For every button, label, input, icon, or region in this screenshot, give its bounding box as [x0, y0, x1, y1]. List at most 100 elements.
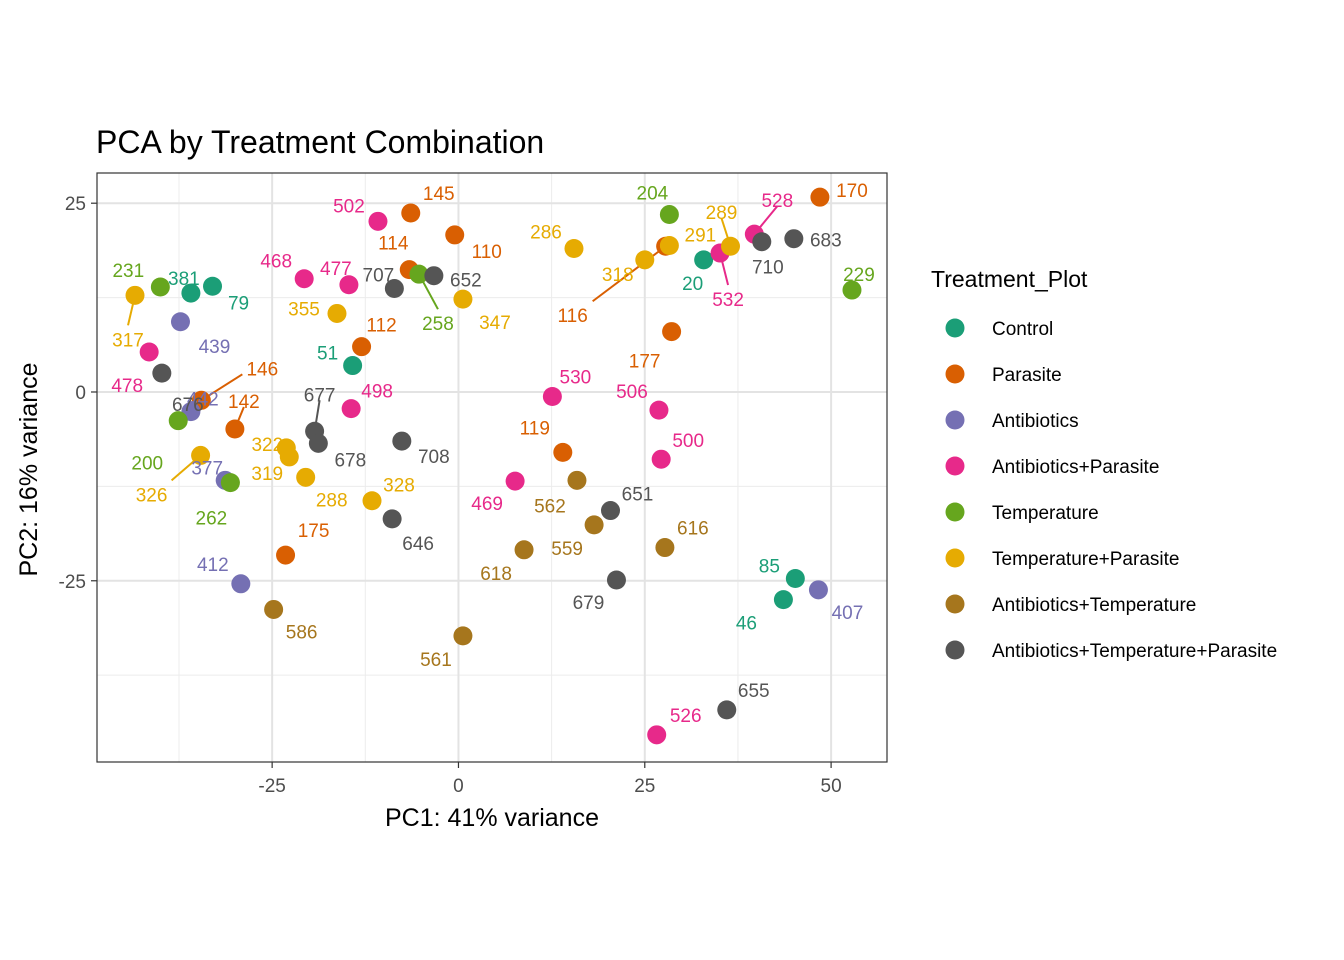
panel-border — [96, 172, 888, 763]
point-antibiotics-temperature-parasite — [606, 570, 626, 590]
point-label: 562 — [534, 496, 566, 517]
point-antibiotics-temperature-parasite — [308, 433, 328, 453]
point-label: 46 — [736, 614, 757, 635]
point-label: 142 — [228, 392, 260, 413]
point-label: 655 — [738, 681, 770, 702]
point-antibiotics-parasite — [368, 211, 388, 231]
point-temperature — [168, 411, 188, 431]
point-label: 707 — [363, 266, 395, 287]
point-label: 114 — [378, 234, 409, 255]
point-label: 618 — [480, 564, 512, 585]
point-label: 708 — [418, 447, 450, 468]
point-antibiotics-temperature — [264, 599, 284, 619]
point-label: 532 — [712, 290, 744, 311]
point-antibiotics-parasite — [651, 449, 671, 469]
point-control — [343, 356, 363, 376]
point-label: 289 — [706, 203, 738, 224]
point-label: 262 — [196, 509, 228, 530]
point-label: 651 — [622, 485, 654, 506]
point-temperature — [409, 264, 429, 284]
point-parasite — [553, 442, 573, 462]
point-label: 506 — [616, 382, 648, 403]
point-label: 319 — [251, 464, 283, 485]
point-label: 317 — [112, 330, 144, 351]
x-tick-label: 25 — [634, 776, 655, 797]
point-antibiotics-temperature-parasite — [152, 363, 172, 383]
point-control — [181, 283, 201, 303]
point-antibiotics-temperature-parasite — [382, 509, 402, 529]
x-tick-label: -25 — [258, 776, 285, 797]
legend-label: Antibiotics — [992, 411, 1079, 432]
point-label: 258 — [422, 314, 454, 335]
point-temperature-parasite — [296, 467, 316, 487]
point-temperature-parasite — [125, 285, 145, 305]
point-label: 177 — [629, 352, 661, 373]
chart-title: PCA by Treatment Combination — [96, 124, 544, 160]
point-label: 439 — [199, 337, 231, 358]
point-label: 502 — [333, 196, 365, 217]
x-tick-label: 0 — [453, 776, 464, 797]
point-label: 318 — [602, 265, 634, 286]
point-antibiotics-temperature — [655, 538, 675, 558]
point-antibiotics-temperature-parasite — [424, 266, 444, 286]
point-parasite — [276, 545, 296, 565]
point-temperature-parasite — [279, 447, 299, 467]
point-antibiotics-temperature-parasite — [392, 431, 412, 451]
point-label: 355 — [288, 299, 320, 320]
x-axis-ticks: -25 0 25 50 — [258, 762, 842, 797]
point-labels: 381 79 51 20 85 46 146 142 175 112 114 145 110 119 116… — [111, 181, 875, 727]
point-antibiotics-parasite — [542, 387, 562, 407]
point-antibiotics-parasite — [339, 275, 359, 295]
point-antibiotics — [170, 312, 190, 332]
legend-key — [945, 410, 965, 430]
legend-key — [945, 548, 965, 568]
label-connector — [592, 245, 667, 303]
point-antibiotics-temperature-parasite — [717, 700, 737, 720]
point-label: 110 — [472, 242, 502, 263]
point-label: 586 — [286, 622, 318, 643]
y-tick-label: 25 — [65, 194, 86, 215]
point-temperature — [659, 205, 679, 225]
panel-grid — [97, 173, 887, 762]
point-label: 677 — [304, 385, 336, 406]
point-label: 652 — [450, 271, 482, 292]
point-label: 291 — [685, 225, 717, 246]
point-parasite — [401, 203, 421, 223]
point-antibiotics-temperature — [514, 540, 534, 560]
legend-label: Antibiotics+Parasite — [992, 457, 1159, 478]
point-label: 119 — [520, 418, 550, 439]
point-label: 377 — [191, 458, 223, 479]
point-label: 528 — [761, 191, 793, 212]
point-label: 468 — [260, 252, 292, 273]
point-label: 500 — [672, 431, 704, 452]
point-temperature-parasite — [659, 235, 679, 255]
point-antibiotics-parasite — [647, 725, 667, 745]
point-label: 204 — [637, 184, 669, 205]
point-label: 710 — [752, 258, 784, 279]
point-label: 477 — [320, 259, 352, 280]
point-label: 412 — [197, 555, 229, 576]
point-label: 559 — [551, 539, 583, 560]
point-label: 229 — [843, 265, 875, 286]
legend-key — [945, 640, 965, 660]
point-antibiotics-temperature-parasite — [601, 501, 620, 521]
point-label: 526 — [670, 706, 702, 727]
point-label: 683 — [810, 231, 842, 252]
point-temperature-parasite — [720, 236, 740, 256]
point-label: 676 — [172, 395, 204, 416]
point-antibiotics — [808, 580, 828, 600]
point-temperature-parasite — [362, 491, 382, 511]
legend-label: Temperature+Parasite — [992, 549, 1179, 570]
point-parasite — [662, 322, 682, 342]
point-label: 498 — [361, 382, 393, 403]
legend-key — [945, 318, 965, 338]
point-label: 116 — [558, 306, 588, 327]
point-temperature-parasite — [191, 445, 211, 465]
point-temperature-parasite — [327, 303, 347, 323]
point-antibiotics-parasite — [341, 399, 361, 419]
point-control — [785, 569, 805, 589]
y-axis-ticks: -25 0 25 — [59, 194, 97, 593]
legend-label: Antibiotics+Temperature+Parasite — [992, 641, 1277, 662]
point-label: 20 — [682, 274, 703, 295]
